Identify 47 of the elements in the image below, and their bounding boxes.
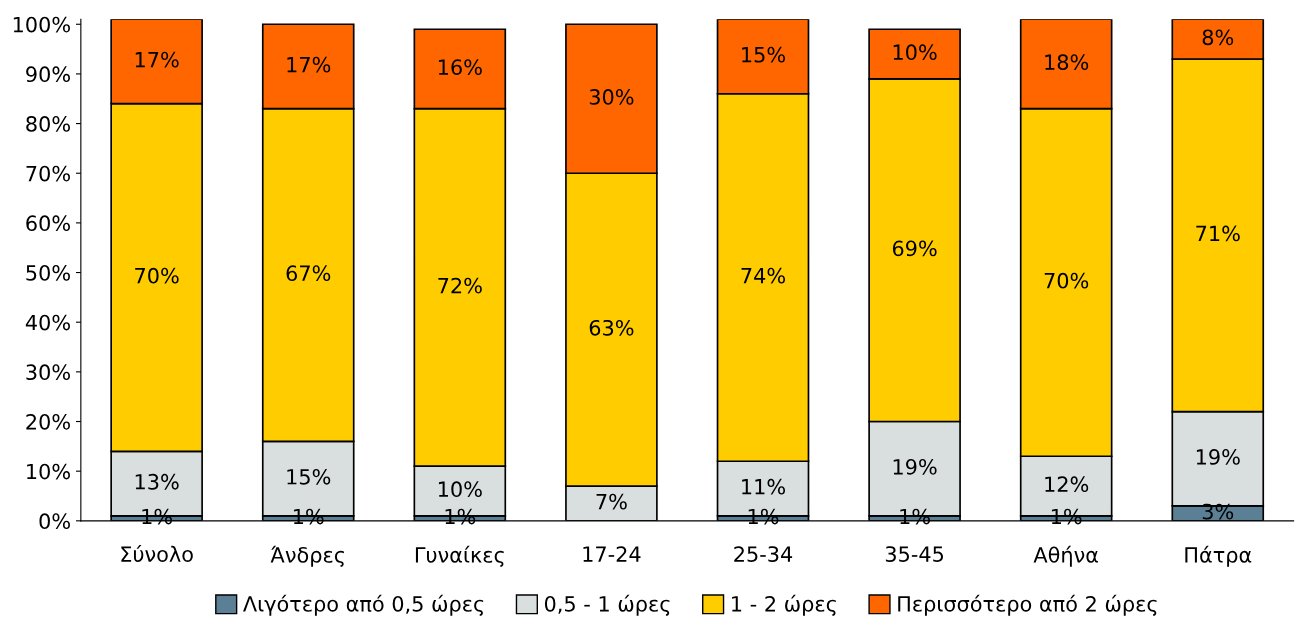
x-tick-label: 35-45 [885,546,944,562]
data-label: 19% [893,458,937,475]
data-label: 71% [1196,225,1240,242]
x-tick-label: Σύνολο [121,545,193,562]
data-label: 63% [589,319,634,336]
data-label: 18% [1045,54,1089,71]
x-tick-label: 17-24 [583,546,641,562]
data-label: 67% [286,265,331,282]
data-label: 30% [589,89,634,105]
data-label: 15% [287,468,331,485]
y-tick-label: 10% [27,463,70,480]
y-tick-label: 40% [25,314,70,331]
x-tick-label: Αθήνα [1033,545,1098,567]
data-label: 72% [438,277,482,294]
x-tick-label: Άνδρες [270,545,344,567]
y-tick-label: 90% [26,66,70,83]
x-tick-label: Γυναίκες [415,545,504,567]
data-label: 19% [1196,449,1240,465]
data-label: 11% [742,478,786,495]
data-label: 69% [892,240,937,257]
y-tick-label: 50% [26,265,70,281]
y-tick-label: 80% [26,116,70,132]
y-tick-label: 20% [26,413,70,430]
y-tick-label: 70% [26,165,70,182]
data-label: 74% [741,267,786,284]
data-label: 17% [287,56,331,73]
data-label: 10% [438,481,482,498]
y-tick-label: 30% [26,364,70,381]
data-label: 15% [742,46,786,63]
data-label: 10% [893,44,937,61]
data-label: 70% [1044,272,1089,289]
data-label: 16% [438,59,482,75]
legend-label: Λιγότερο από 0,5 ώρες [243,594,484,616]
x-tick-label: 25-34 [734,546,793,562]
y-tick-label: 100% [13,16,70,33]
legend-label: Περισσότερο από 2 ώρες [898,594,1157,616]
data-label: 7% [596,493,627,510]
legend-label: 0,5 - 1 ώρες [544,594,670,616]
data-label: 70% [135,267,179,284]
data-label: 17% [135,51,179,68]
legend-label: 1 - 2 ώρες [732,594,836,616]
y-tick-label: 60% [26,215,70,232]
data-label: 13% [135,473,179,490]
x-tick-label: Πάτρα [1185,545,1252,567]
y-tick-label: 0% [39,513,70,530]
data-label: 12% [1045,476,1089,493]
data-label: 8% [1202,29,1234,46]
